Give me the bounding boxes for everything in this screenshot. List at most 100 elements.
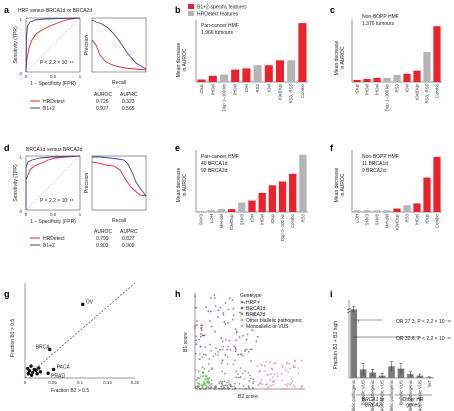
h-point-hrp	[228, 383, 230, 385]
i-tick-label: Biallelic pathogenic	[351, 379, 356, 411]
g-point	[29, 364, 33, 368]
h-point-brca2d	[259, 369, 261, 372]
h-point-brca1d	[195, 339, 197, 342]
h-point-hrp	[250, 360, 253, 363]
legend-monoallelic: Monoallelic or VUS	[246, 324, 289, 330]
panel-i-group1-line2: BRCA2	[365, 403, 382, 409]
h-point-other	[202, 384, 205, 386]
h-point-brca1d	[205, 306, 208, 309]
panel-a-roc-ylabel: Sensitivity (TPR)	[13, 26, 19, 64]
h-point-brca1d	[238, 336, 241, 339]
h-point-hrp	[226, 363, 229, 365]
h-point-brca2d	[293, 386, 296, 388]
h-point-brca1d	[227, 308, 230, 311]
chart-e-tick-label: rDel	[250, 214, 255, 222]
panel-i-groups: BRCA1 or BRCA2 Other HR genes	[356, 394, 432, 409]
h-point-hrp	[229, 383, 232, 386]
h-point-hrp	[210, 379, 213, 382]
panel-a-title: HRP versus BRCA1d or BRCA2d	[18, 8, 92, 14]
h-point-brca1d	[199, 345, 202, 348]
h-point-brca1d	[232, 314, 235, 317]
chart-e-tick-label: RS3	[300, 213, 305, 222]
panel-d-row1-name: HRDetect	[43, 236, 65, 242]
panel-d-auprc-header: AUPRC	[120, 229, 138, 235]
h-point-brca2d	[294, 366, 296, 369]
panel-e-cohort: Pan-cancer HMF	[201, 154, 239, 160]
chart-b: rDup lHDel Dup 1–100 kb lHDel rDel RS3 rDel rDe…	[195, 20, 308, 111]
h-point-hrp	[217, 351, 220, 353]
h-point-brca1d	[214, 305, 217, 307]
h-point-brca2d	[260, 382, 262, 385]
h-point-brca1d	[200, 324, 203, 327]
h-point-hrp	[194, 386, 197, 388]
panel-f-cohort: Non-BOPP HMF	[362, 154, 399, 160]
g-point	[26, 366, 30, 371]
chart-c-tick-label: Combo	[435, 83, 440, 98]
h-point-brca2d	[271, 368, 274, 371]
panel-a-roc: P < 2.2 × 10⁻¹⁶ 0 1 0 0.5 1 1 − Specific…	[13, 17, 82, 87]
h-point-brca1d	[245, 312, 248, 315]
h-point-hrp	[223, 385, 225, 387]
h-point-brca1d	[195, 352, 197, 355]
panel-c-cohort: Non-BOPP HMF	[362, 14, 399, 20]
h-point-hrp	[253, 380, 255, 383]
h-point-hrp	[198, 353, 201, 356]
h-point-brca1d	[234, 328, 237, 330]
h-point-brca1d	[244, 349, 247, 351]
panel-b-ylabel-line2: in AUROC	[182, 48, 188, 71]
g-point	[51, 367, 56, 372]
h-point-other	[199, 375, 202, 378]
panel-a-metrics-table: AUROC AUPRC HRDetect 0.726 0.323 B1+2 0.…	[30, 92, 138, 112]
h-point-brca1d	[223, 321, 226, 323]
panel-e-label: e	[175, 143, 180, 153]
chart-e-bar	[207, 210, 215, 212]
panel-i-group1-line1: BRCA1 or	[362, 397, 385, 403]
h-point-brca1d	[217, 309, 220, 312]
h-point-brca2d	[287, 383, 289, 385]
h-point-brca1d	[235, 331, 238, 334]
panel-b-n: 1,966 tumours	[201, 30, 233, 36]
legend-hrp: HRP	[246, 300, 257, 306]
h-point-brca2d	[261, 383, 264, 385]
h-point-hrp	[243, 378, 246, 380]
g-xtick-label: 0.05	[48, 380, 57, 385]
h-point-brca1d	[222, 312, 225, 314]
h-point-brca1d	[235, 339, 238, 341]
h-point-hrp	[247, 385, 250, 387]
panel-h-label: h	[175, 289, 181, 299]
h-point-brca2d	[289, 383, 292, 386]
h-point-brca2d	[288, 367, 291, 370]
panel-c-ylabel-line1: Mean decrease	[334, 41, 340, 76]
chart-e-tick-label: rDup	[270, 213, 275, 223]
panel-d-ytick-1: 1	[20, 155, 23, 160]
h-point-hrp	[232, 363, 235, 365]
legend-brca1d: BRCA1d	[246, 306, 266, 312]
chart-f-bar	[353, 210, 361, 212]
g-xtick-label: 0.20	[131, 380, 140, 385]
panel-d-roc-xlabel: 1 − Specificity (FPR)	[30, 219, 76, 225]
h-point-hrp	[241, 354, 244, 357]
h-point-hrp	[195, 387, 198, 390]
h-point-hrp	[198, 358, 201, 360]
g-point-label: PRAD	[51, 373, 65, 379]
h-point-hrp	[221, 370, 224, 373]
h-point-brca2d	[292, 364, 295, 367]
h-point-hrp	[249, 377, 252, 380]
panel-i-label: i	[330, 289, 333, 299]
h-point-brca1d	[224, 323, 227, 325]
h-point-brca1d	[234, 347, 237, 349]
h-point-hrp	[202, 387, 205, 390]
h-point-brca1d	[213, 297, 216, 299]
h-point-other	[209, 384, 212, 386]
h-point-hrp	[217, 388, 220, 390]
panel-a-pr-ylabel: Precision	[84, 35, 90, 56]
h-point-hrp	[208, 357, 211, 360]
h-point-brca1d	[256, 335, 259, 338]
g-point	[48, 347, 52, 352]
legend-other-biallelic: Other biallelic pathogenic	[246, 318, 303, 324]
h-point-brca1d	[209, 343, 212, 346]
chart-f-bar	[413, 203, 421, 212]
chart-b-bar	[219, 74, 229, 82]
panel-h-ylabel: B1 score	[183, 332, 189, 352]
h-point-brca2d	[267, 386, 269, 389]
